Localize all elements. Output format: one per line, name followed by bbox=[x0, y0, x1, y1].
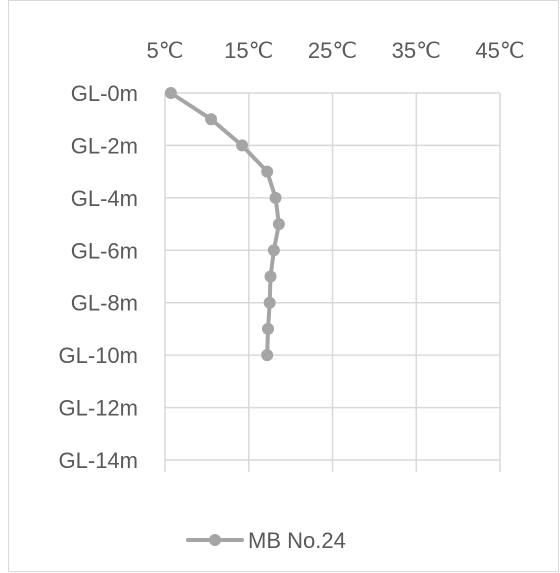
data-point bbox=[236, 139, 249, 152]
x-tick-label: 25℃ bbox=[308, 38, 357, 63]
data-point bbox=[262, 322, 275, 335]
y-tick-label: GL-2m bbox=[71, 133, 138, 158]
x-tick-label: 45℃ bbox=[475, 38, 524, 63]
data-point bbox=[272, 218, 285, 231]
data-point bbox=[269, 191, 282, 204]
legend-label: MB No.24 bbox=[248, 528, 346, 553]
data-point bbox=[205, 113, 218, 126]
data-point bbox=[267, 244, 280, 257]
legend[interactable]: MB No.24 bbox=[186, 528, 346, 553]
data-point bbox=[164, 87, 177, 99]
y-tick-label: GL-12m bbox=[59, 396, 138, 421]
x-tick-label: 15℃ bbox=[224, 38, 273, 63]
y-tick-label: GL-6m bbox=[71, 238, 138, 263]
data-point bbox=[261, 349, 274, 362]
y-axis-tick-labels: GL-0m GL-2m GL-4m GL-6m GL-8m GL-10m GL-12m GL-… bbox=[59, 81, 138, 473]
x-tick-label: 35℃ bbox=[392, 38, 441, 63]
y-tick-label: GL-14m bbox=[59, 448, 138, 473]
y-tick-label: GL-0m bbox=[71, 81, 138, 106]
y-tick-label: GL-8m bbox=[71, 291, 138, 316]
x-tick-label: 5℃ bbox=[147, 38, 184, 63]
gridlines bbox=[164, 92, 501, 472]
series-line bbox=[168, 91, 281, 358]
series-mb-no24 bbox=[164, 87, 285, 362]
y-tick-label: GL-10m bbox=[59, 343, 138, 368]
chart-frame bbox=[8, 0, 559, 572]
x-axis-tick-labels: 5℃ 15℃ 25℃ 35℃ 45℃ bbox=[147, 38, 525, 63]
data-point bbox=[264, 270, 277, 283]
legend-point-marker bbox=[209, 534, 221, 546]
data-point bbox=[261, 165, 274, 178]
y-tick-label: GL-4m bbox=[71, 186, 138, 211]
data-point bbox=[263, 296, 276, 309]
